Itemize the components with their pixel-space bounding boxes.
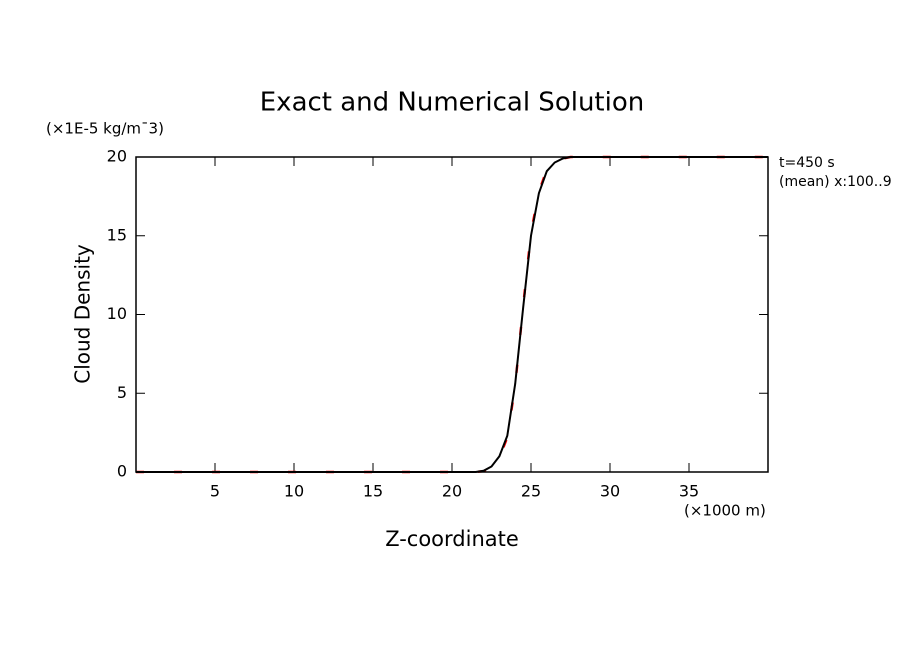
x-tick-label: 10 bbox=[284, 482, 304, 501]
x-tick-label: 30 bbox=[600, 482, 620, 501]
x-tick-label: 25 bbox=[521, 482, 541, 501]
annotation: t=450 s bbox=[779, 155, 835, 171]
y-tick-label: 10 bbox=[107, 304, 127, 323]
y-axis-label: Cloud Density bbox=[71, 244, 95, 384]
x-tick-label: 15 bbox=[363, 482, 383, 501]
y-tick-label: 0 bbox=[117, 462, 127, 481]
y-unit: (×1E-5 kg/m¯3) bbox=[46, 120, 164, 138]
y-tick-label: 15 bbox=[107, 225, 127, 244]
x-tick-label: 35 bbox=[679, 482, 699, 501]
annotation: (mean) x:100..9 bbox=[779, 174, 892, 190]
x-axis-label: Z-coordinate bbox=[385, 527, 519, 551]
plot-frame bbox=[135, 156, 769, 473]
x-tick-label: 5 bbox=[210, 482, 220, 501]
x-unit: (×1000 m) bbox=[684, 502, 766, 520]
x-tick-label: 20 bbox=[442, 482, 462, 501]
y-tick-label: 5 bbox=[117, 383, 127, 402]
chart-title: Exact and Numerical Solution bbox=[260, 88, 644, 118]
y-tick-label: 20 bbox=[107, 147, 127, 166]
